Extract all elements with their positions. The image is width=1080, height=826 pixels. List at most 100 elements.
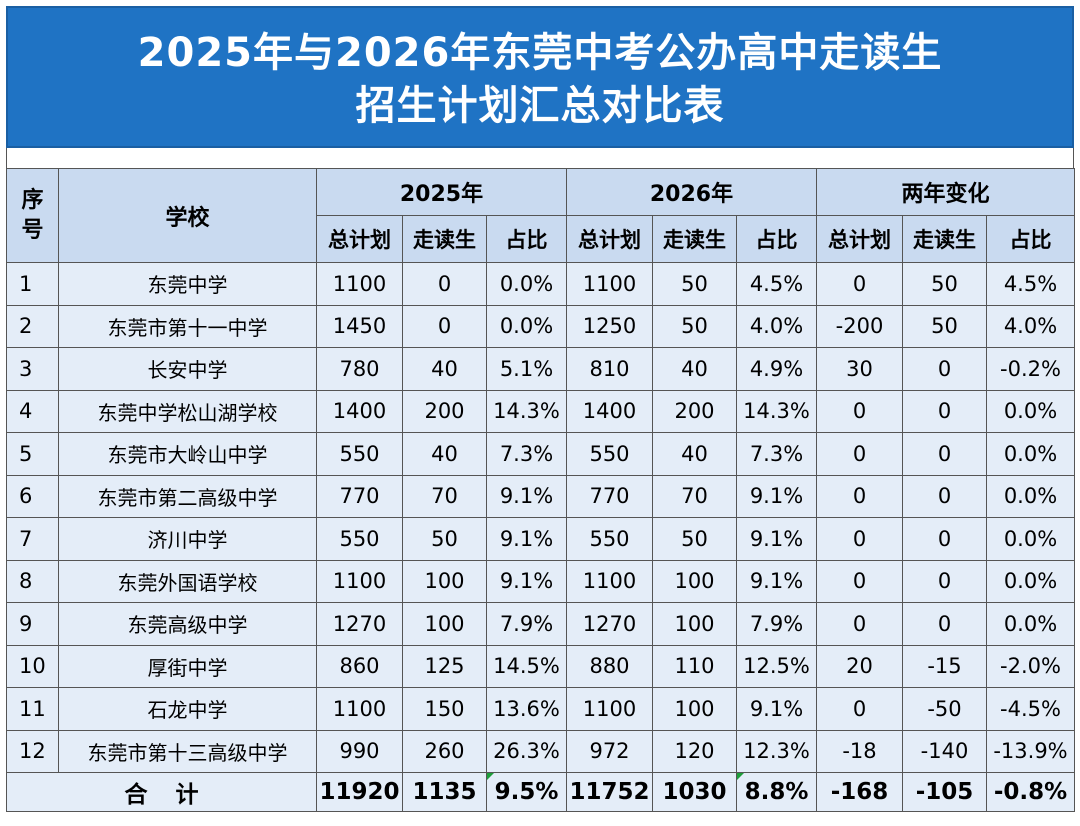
table-row: 5 东莞市大岭山中学 550 40 7.3% 550 40 7.3% 0 0 0.0%	[6, 432, 1075, 476]
row-school-name: 东莞市大岭山中学	[58, 432, 317, 476]
cell-change-ratio: 4.5%	[986, 262, 1075, 306]
total-change-day: -105	[902, 772, 987, 812]
cell-change-day: 0	[902, 517, 987, 561]
cell-2026-ratio: 7.3%	[736, 432, 817, 476]
row-school-name: 长安中学	[58, 347, 317, 391]
cell-change-ratio: 0.0%	[986, 602, 1075, 646]
cell-2025-day: 0	[402, 304, 487, 348]
total-2026-total: 11752	[566, 772, 653, 812]
table-row: 4 东莞中学松山湖学校 1400 200 14.3% 1400 200 14.3% 0 0 0.0%	[6, 389, 1075, 433]
row-index: 5	[6, 432, 59, 476]
page: 2025年与2026年东莞中考公办高中走读生 招生计划汇总对比表 序号 学校 2…	[6, 6, 1075, 814]
cell-2026-ratio: 4.5%	[736, 262, 817, 306]
cell-change-total: 0	[816, 687, 903, 731]
table-row: 1 东莞中学 1100 0 0.0% 1100 50 4.5% 0 50 4.5%	[6, 262, 1075, 306]
cell-change-ratio: 0.0%	[986, 559, 1075, 603]
header-2025-ratio: 占比	[486, 215, 567, 263]
cell-2025-ratio: 9.1%	[486, 474, 567, 518]
cell-2026-day: 100	[652, 559, 737, 603]
row-school-name: 东莞市第十一中学	[58, 304, 317, 348]
cell-2026-total: 1100	[566, 262, 653, 306]
table-row: 2 东莞市第十一中学 1450 0 0.0% 1250 50 4.0% -200 50 4.0%	[6, 304, 1075, 348]
cell-2025-day: 40	[402, 347, 487, 391]
header-2025-day: 走读生	[402, 215, 487, 263]
cell-change-ratio: 0.0%	[986, 474, 1075, 518]
cell-2025-day: 70	[402, 474, 487, 518]
cell-2025-ratio: 14.5%	[486, 644, 567, 688]
title-banner: 2025年与2026年东莞中考公办高中走读生 招生计划汇总对比表	[6, 6, 1074, 148]
header-group-2025: 2025年	[316, 168, 567, 216]
cell-change-total: 0	[816, 602, 903, 646]
total-change-total: -168	[816, 772, 903, 812]
cell-2026-total: 550	[566, 432, 653, 476]
row-index: 1	[6, 262, 59, 306]
cell-2026-total: 770	[566, 474, 653, 518]
cell-2026-day: 110	[652, 644, 737, 688]
cell-change-day: 50	[902, 304, 987, 348]
cell-2026-day: 100	[652, 602, 737, 646]
cell-2025-day: 150	[402, 687, 487, 731]
cell-change-day: 0	[902, 602, 987, 646]
table-row: 3 长安中学 780 40 5.1% 810 40 4.9% 30 0 -0.2%	[6, 347, 1075, 391]
row-school-name: 厚街中学	[58, 644, 317, 688]
table-row: 6 东莞市第二高级中学 770 70 9.1% 770 70 9.1% 0 0 0.0%	[6, 474, 1075, 518]
cell-2026-total: 1100	[566, 687, 653, 731]
cell-2026-total: 550	[566, 517, 653, 561]
cell-2025-day: 40	[402, 432, 487, 476]
cell-2026-day: 120	[652, 729, 737, 773]
cell-2026-day: 40	[652, 432, 737, 476]
total-2025-ratio: 9.5%	[486, 772, 567, 812]
total-2026-ratio: 8.8%	[736, 772, 817, 812]
cell-change-total: 0	[816, 474, 903, 518]
cell-change-total: 0	[816, 559, 903, 603]
cell-2025-total: 1100	[316, 687, 403, 731]
cell-2025-total: 990	[316, 729, 403, 773]
cell-change-day: 0	[902, 432, 987, 476]
cell-change-day: 0	[902, 559, 987, 603]
cell-2025-total: 550	[316, 432, 403, 476]
cell-change-ratio: 0.0%	[986, 432, 1075, 476]
cell-2026-day: 40	[652, 347, 737, 391]
cell-2025-total: 860	[316, 644, 403, 688]
cell-2025-day: 100	[402, 559, 487, 603]
total-2025-total: 11920	[316, 772, 403, 812]
cell-change-day: 50	[902, 262, 987, 306]
title-line-2: 招生计划汇总对比表	[355, 83, 725, 129]
cell-2026-ratio: 9.1%	[736, 559, 817, 603]
cell-change-total: 0	[816, 432, 903, 476]
cell-2025-ratio: 13.6%	[486, 687, 567, 731]
table-row: 8 东莞外国语学校 1100 100 9.1% 1100 100 9.1% 0 0 0.0%	[6, 559, 1075, 603]
cell-change-day: -15	[902, 644, 987, 688]
row-index: 2	[6, 304, 59, 348]
cell-change-ratio: 4.0%	[986, 304, 1075, 348]
cell-change-day: 0	[902, 474, 987, 518]
header-2026-total: 总计划	[566, 215, 653, 263]
cell-2025-total: 1100	[316, 559, 403, 603]
cell-2026-day: 50	[652, 304, 737, 348]
cell-change-day: -140	[902, 729, 987, 773]
cell-change-ratio: -4.5%	[986, 687, 1075, 731]
cell-change-total: -18	[816, 729, 903, 773]
cell-change-day: 0	[902, 347, 987, 391]
cell-2026-total: 1250	[566, 304, 653, 348]
cell-2025-total: 550	[316, 517, 403, 561]
cell-2026-total: 1100	[566, 559, 653, 603]
cell-change-day: -50	[902, 687, 987, 731]
row-school-name: 东莞市第二高级中学	[58, 474, 317, 518]
cell-2026-ratio: 9.1%	[736, 517, 817, 561]
cell-2026-day: 70	[652, 474, 737, 518]
row-index: 8	[6, 559, 59, 603]
cell-2025-day: 50	[402, 517, 487, 561]
cell-2026-ratio: 9.1%	[736, 687, 817, 731]
cell-2025-ratio: 5.1%	[486, 347, 567, 391]
header-index: 序号	[6, 168, 59, 263]
header-2026-ratio: 占比	[736, 215, 817, 263]
table-row: 9 东莞高级中学 1270 100 7.9% 1270 100 7.9% 0 0 0.0%	[6, 602, 1075, 646]
cell-change-total: 0	[816, 262, 903, 306]
cell-2026-total: 972	[566, 729, 653, 773]
cell-change-ratio: -0.2%	[986, 347, 1075, 391]
cell-2026-total: 880	[566, 644, 653, 688]
header-change-total: 总计划	[816, 215, 903, 263]
row-index: 6	[6, 474, 59, 518]
cell-2026-ratio: 7.9%	[736, 602, 817, 646]
